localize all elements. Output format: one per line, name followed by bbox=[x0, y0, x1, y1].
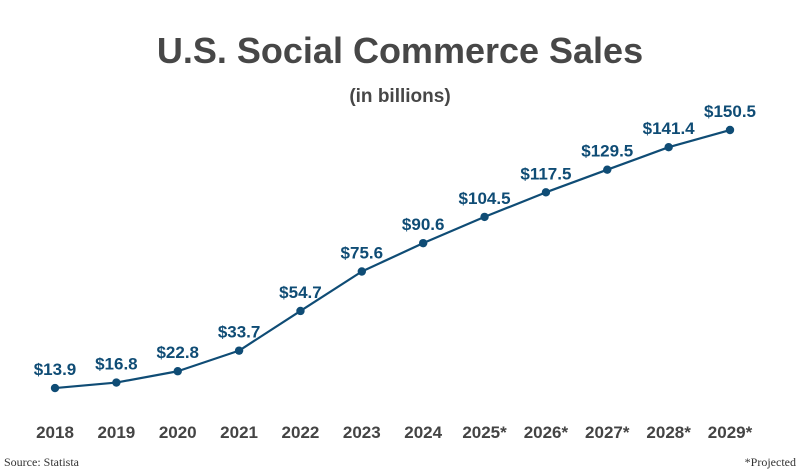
x-tick-label: 2018 bbox=[36, 423, 74, 442]
data-point bbox=[541, 188, 551, 197]
line-segment bbox=[668, 128, 731, 149]
x-tick-label: 2023 bbox=[343, 423, 381, 442]
data-label: $90.6 bbox=[402, 215, 445, 234]
line-segment bbox=[361, 242, 424, 273]
x-tick-label: 2029* bbox=[708, 423, 753, 442]
line-segment bbox=[606, 146, 670, 171]
data-label: $22.8 bbox=[156, 343, 199, 362]
x-tick-label: 2019 bbox=[97, 423, 135, 442]
data-point bbox=[725, 125, 735, 135]
x-tick-label: 2026* bbox=[524, 423, 569, 442]
data-label: $129.5 bbox=[581, 142, 633, 161]
line-segment bbox=[54, 381, 117, 390]
data-point bbox=[112, 378, 121, 387]
x-tick-label: 2027* bbox=[585, 423, 630, 442]
data-point bbox=[418, 238, 428, 248]
line-segment bbox=[238, 310, 302, 352]
data-label: $13.9 bbox=[34, 360, 77, 379]
data-label: $104.5 bbox=[459, 189, 511, 208]
data-point bbox=[173, 367, 182, 376]
chart-title: U.S. Social Commerce Sales bbox=[156, 30, 644, 71]
source-note: Source: Statista bbox=[4, 455, 79, 469]
data-label: $150.5 bbox=[704, 102, 756, 121]
x-tick-label: 2022 bbox=[282, 423, 320, 442]
data-point bbox=[480, 212, 489, 222]
data-point bbox=[603, 165, 612, 174]
x-tick-label: 2021 bbox=[220, 423, 258, 442]
data-point bbox=[357, 267, 367, 276]
data-point bbox=[50, 383, 60, 393]
line-segment bbox=[116, 370, 178, 384]
data-label: $54.7 bbox=[279, 283, 322, 302]
line-segment bbox=[177, 349, 240, 373]
data-label: $33.7 bbox=[218, 323, 261, 342]
data-label: $16.8 bbox=[95, 355, 138, 374]
data-point bbox=[296, 306, 305, 316]
chart-subtitle: (in billions) bbox=[349, 86, 451, 107]
line-segment bbox=[422, 215, 485, 245]
projected-note: *Projected bbox=[744, 455, 796, 469]
line-segment bbox=[299, 270, 363, 312]
line-segment bbox=[545, 168, 608, 194]
x-tick-label: 2024 bbox=[404, 423, 442, 442]
data-label: $141.4 bbox=[643, 119, 696, 138]
line-segment bbox=[484, 191, 547, 218]
data-point bbox=[664, 142, 673, 152]
data-label: $117.5 bbox=[520, 164, 571, 183]
x-tick-label: 2020 bbox=[159, 423, 197, 442]
x-tick-label: 2025* bbox=[462, 423, 507, 442]
x-tick-label: 2028* bbox=[646, 423, 691, 442]
data-label: $75.6 bbox=[341, 243, 384, 262]
data-point bbox=[234, 346, 244, 355]
